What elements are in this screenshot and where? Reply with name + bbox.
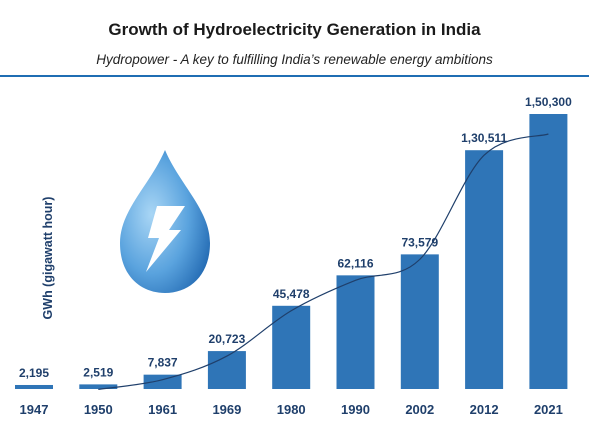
bar-1961 xyxy=(143,374,182,389)
bar-1969 xyxy=(207,351,246,389)
bars-group xyxy=(15,114,568,389)
value-label-2012: 1,30,511 xyxy=(461,131,507,145)
x-tick-1947: 1947 xyxy=(20,402,49,417)
x-tick-1980: 1980 xyxy=(277,402,306,417)
x-tick-1990: 1990 xyxy=(341,402,370,417)
chart-subtitle: Hydropower - A key to fulfilling India’s… xyxy=(96,52,493,67)
bar-1990 xyxy=(336,275,375,389)
value-label-1947: 2,195 xyxy=(19,366,49,380)
x-tick-labels-group: 1947 1950 1961 1969 1980 1990 2002 2012 2021 xyxy=(20,402,563,417)
bar-2021 xyxy=(529,114,568,389)
bar-1947 xyxy=(15,384,53,389)
chart-title: Growth of Hydroelectricity Generation in… xyxy=(108,20,481,39)
bar-1980 xyxy=(272,305,311,389)
value-label-1969: 20,723 xyxy=(209,332,246,346)
water-drop-lightning-icon xyxy=(120,150,210,293)
value-label-1950: 2,519 xyxy=(83,365,113,379)
y-axis-label: GWh (gigawatt hour) xyxy=(41,197,55,320)
x-tick-2021: 2021 xyxy=(534,402,563,417)
value-label-2021: 1,50,300 xyxy=(525,95,572,109)
x-tick-2002: 2002 xyxy=(405,402,434,417)
value-label-1980: 45,478 xyxy=(273,287,310,301)
trend-line xyxy=(98,133,549,390)
x-tick-2012: 2012 xyxy=(470,402,499,417)
title-divider xyxy=(0,75,589,77)
x-tick-1969: 1969 xyxy=(212,402,241,417)
x-tick-1961: 1961 xyxy=(148,402,177,417)
bar-2012 xyxy=(465,150,504,389)
value-label-2002: 73,579 xyxy=(401,235,438,249)
x-tick-1950: 1950 xyxy=(84,402,113,417)
value-label-1990: 62,116 xyxy=(337,256,373,270)
value-labels-group: 2,195 2,519 7,837 20,723 45,478 62,116 73,579 1… xyxy=(19,95,572,380)
value-label-1961: 7,837 xyxy=(148,356,178,370)
bar-1950 xyxy=(79,384,118,389)
bar-2002 xyxy=(400,254,439,389)
